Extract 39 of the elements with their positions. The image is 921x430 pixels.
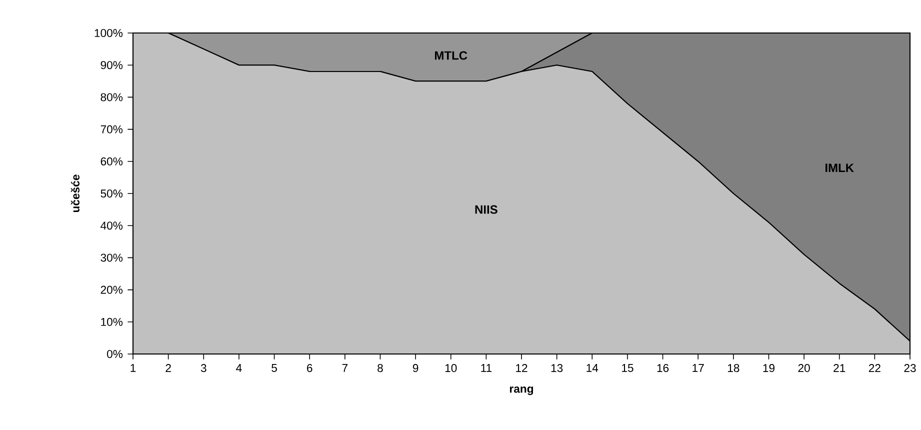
x-tick-label: 19 <box>763 364 774 372</box>
series-label: NIIS <box>475 205 498 214</box>
x-tick-label: 22 <box>868 364 880 372</box>
x-tick-label: 13 <box>551 364 563 372</box>
x-tick-label: 8 <box>378 364 383 372</box>
x-tick-label: 21 <box>834 364 846 372</box>
x-axis-title: rang <box>510 386 534 396</box>
y-tick-label: 100% <box>94 29 123 38</box>
series-label: IMLK <box>825 164 854 172</box>
x-tick-label: 16 <box>657 364 669 372</box>
y-tick-label: 0% <box>107 350 123 358</box>
y-tick-label: 50% <box>100 190 123 198</box>
x-tick-label: 9 <box>412 364 418 372</box>
x-tick-label: 20 <box>798 364 810 372</box>
y-tick-label: 20% <box>100 286 123 294</box>
y-tick-label: 30% <box>100 254 123 262</box>
y-tick-label: 60% <box>100 157 123 166</box>
y-tick-label: 10% <box>101 318 123 326</box>
x-tick-label: 18 <box>728 364 740 372</box>
y-tick-label: 70% <box>100 125 123 134</box>
x-tick-label: 11 <box>481 364 492 372</box>
x-tick-label: 7 <box>342 364 348 372</box>
x-tick-label: 6 <box>307 364 312 372</box>
x-tick-label: 1 <box>130 364 136 372</box>
x-tick-label: 12 <box>516 364 528 372</box>
series-label: MTLC <box>435 51 468 60</box>
y-axis-title: učešće <box>70 174 80 212</box>
x-tick-label: 15 <box>622 364 634 372</box>
y-tick-label: 40% <box>100 222 123 230</box>
x-tick-label: 3 <box>200 364 206 372</box>
x-tick-label: 2 <box>166 364 171 372</box>
x-tick-label: 23 <box>904 364 916 372</box>
x-tick-label: 4 <box>236 364 242 372</box>
y-tick-label: 90% <box>100 61 123 70</box>
x-tick-label: 5 <box>272 364 277 372</box>
x-tick-label: 10 <box>445 364 457 372</box>
x-tick-label: 17 <box>692 364 704 372</box>
x-tick-label: 14 <box>586 364 598 372</box>
y-tick-label: 80% <box>100 93 123 102</box>
